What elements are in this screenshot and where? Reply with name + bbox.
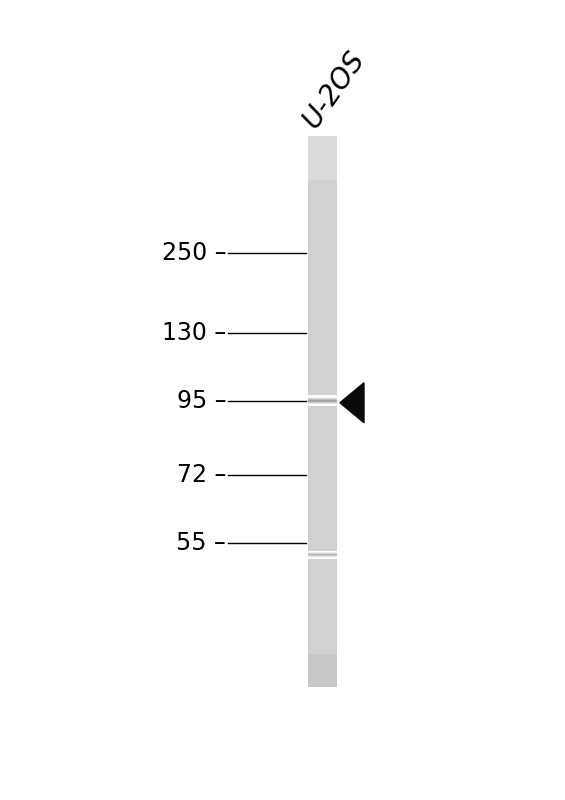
Text: 95 –: 95 – (177, 389, 226, 413)
Text: U-2OS: U-2OS (297, 46, 370, 133)
Bar (308, 136, 337, 687)
Text: 250 –: 250 – (162, 241, 226, 265)
Text: 55 –: 55 – (176, 530, 226, 554)
Text: 72 –: 72 – (177, 463, 226, 487)
Bar (308, 654, 337, 687)
Text: 130 –: 130 – (162, 321, 226, 345)
Bar (308, 136, 337, 180)
Polygon shape (340, 382, 364, 422)
